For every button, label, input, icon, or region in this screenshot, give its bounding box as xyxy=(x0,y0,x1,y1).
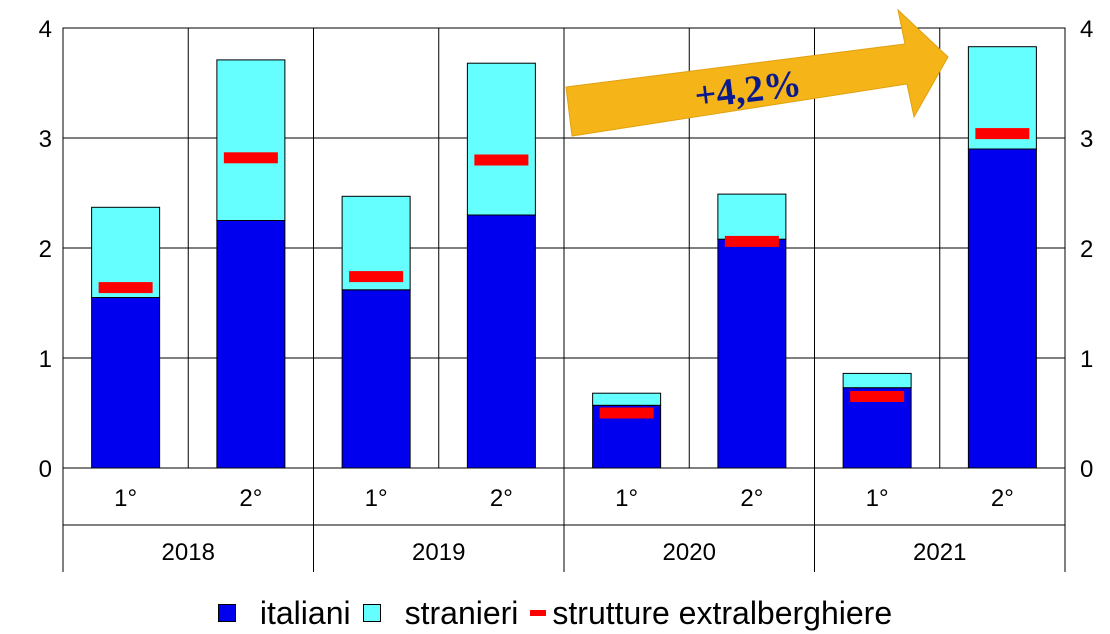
x-tick-label: 1° xyxy=(866,485,889,512)
y-tick-label: 1 xyxy=(39,346,52,373)
x-tick-label: 1° xyxy=(615,485,638,512)
legend-label-strutture: strutture extralberghiere xyxy=(552,594,893,631)
x-tick-label: 2° xyxy=(239,485,262,512)
bar-italiani xyxy=(466,214,536,469)
y-tick-label: 4 xyxy=(39,16,52,43)
group-label: 2020 xyxy=(663,539,716,566)
marker-strutture xyxy=(724,235,779,247)
x-axis: 1° 2° 1° 2° 1° 2° 1° 2° 2018 2019 2020 2021 xyxy=(62,468,1066,572)
bar-stranieri xyxy=(466,62,536,216)
x-tick-label: 2° xyxy=(991,485,1014,512)
y-axis-left: 0 1 2 3 4 xyxy=(39,16,52,483)
bar-stranieri xyxy=(842,372,912,389)
bar-italiani xyxy=(967,148,1037,469)
bar-stranieri xyxy=(216,59,286,222)
bar-italiani xyxy=(341,289,411,469)
markers xyxy=(98,128,1030,419)
legend-item-italiani: italiani xyxy=(217,594,351,632)
legend-label-italiani: italiani xyxy=(259,594,351,631)
legend-label-stranieri: stranieri xyxy=(404,594,519,631)
legend-item-strutture: strutture extralberghiere xyxy=(530,595,892,632)
bar-italiani xyxy=(216,220,286,469)
chart: 0 1 2 3 4 0 1 2 3 4 1° 2° 1° 2° 1° 2° 1° 2° 2018 2019 2020… xyxy=(39,8,1093,572)
x-tick-label: 2° xyxy=(740,485,763,512)
legend-swatch-stranieri xyxy=(362,604,381,622)
marker-strutture xyxy=(349,271,404,283)
marker-strutture xyxy=(98,282,153,294)
marker-strutture xyxy=(474,154,529,166)
y-tick-label-right: 0 xyxy=(1080,456,1093,483)
marker-strutture xyxy=(223,152,278,164)
arrow-shape xyxy=(565,8,949,137)
growth-arrow: +4,2% xyxy=(565,8,949,137)
bar-stranieri xyxy=(717,193,787,240)
legend-swatch-strutture xyxy=(530,610,547,616)
y-tick-label-right: 1 xyxy=(1080,346,1093,373)
y-axis-right: 0 1 2 3 4 xyxy=(1080,16,1093,483)
x-tick-label: 1° xyxy=(114,485,137,512)
y-tick-label-right: 3 xyxy=(1080,126,1093,153)
marker-strutture xyxy=(975,128,1030,140)
x-tick-label: 1° xyxy=(365,485,388,512)
bar-italiani xyxy=(717,238,787,469)
x-tick-label: 2° xyxy=(490,485,513,512)
y-tick-label: 3 xyxy=(39,126,52,153)
group-label: 2021 xyxy=(913,539,966,566)
bars xyxy=(91,46,1037,469)
bar-stranieri xyxy=(592,392,662,406)
marker-strutture xyxy=(850,391,905,402)
group-label: 2019 xyxy=(412,539,465,566)
legend-item-stranieri: stranieri xyxy=(362,594,519,632)
marker-strutture xyxy=(599,407,654,419)
legend: italiani stranieri strutture extralbergh… xyxy=(0,592,1110,634)
y-tick-label-right: 4 xyxy=(1080,16,1093,43)
y-tick-label: 2 xyxy=(39,236,52,263)
legend-swatch-italiani xyxy=(217,604,236,622)
group-label: 2018 xyxy=(162,539,215,566)
y-tick-label: 0 xyxy=(39,456,52,483)
bar-italiani xyxy=(91,297,161,469)
y-tick-label-right: 2 xyxy=(1080,236,1093,263)
